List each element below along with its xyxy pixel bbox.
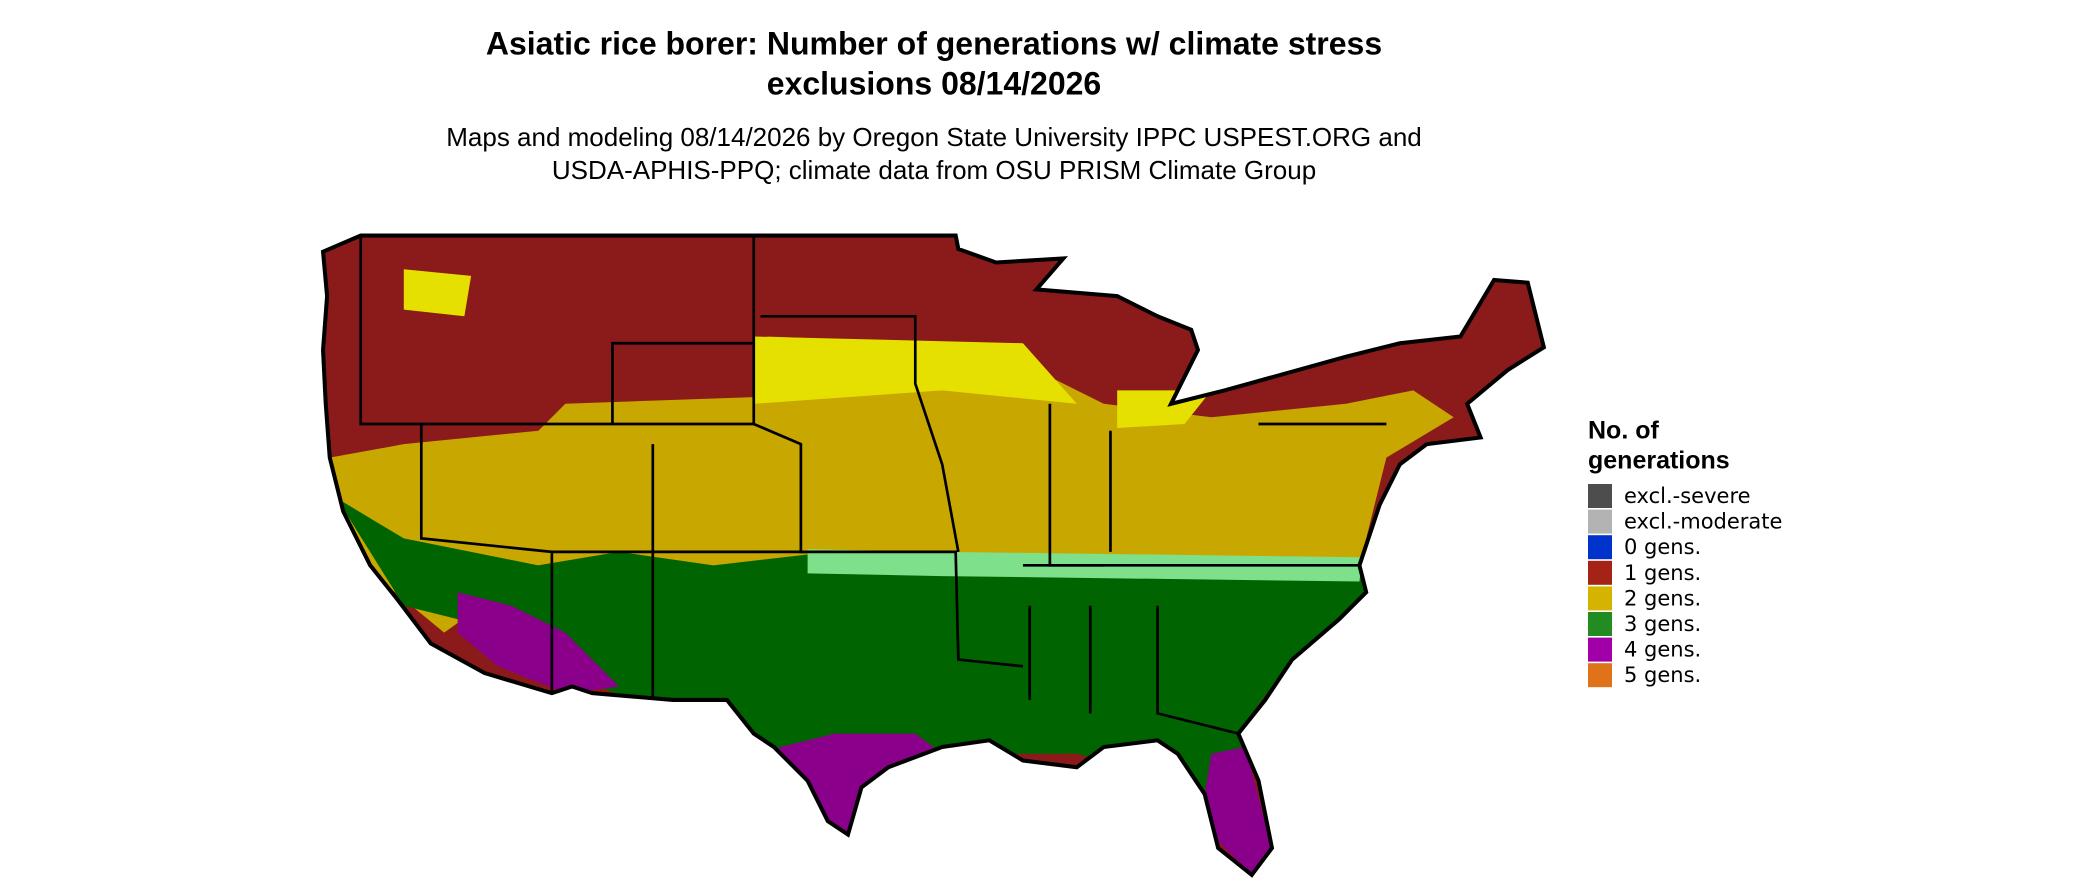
legend-label: excl.-severe [1624,484,1751,508]
legend-swatch [1588,509,1612,534]
legend-title: generations [1588,447,1730,475]
legend-swatch [1588,637,1612,662]
legend-swatch [1588,560,1612,585]
legend-swatch [1588,663,1612,688]
legend-label: 2 gens. [1624,586,1701,610]
legend-swatch [1588,484,1612,508]
subtitle: Maps and modeling 08/14/2026 by Oregon S… [446,122,1422,152]
legend-title: No. of [1588,417,1659,445]
legend-swatch [1588,535,1612,560]
title: exclusions 08/14/2026 [767,65,1101,101]
legend-label: 1 gens. [1624,561,1701,585]
legend-swatch [1588,612,1612,636]
legend-label: 4 gens. [1624,638,1701,662]
title: Asiatic rice borer: Number of generation… [486,25,1382,61]
map [310,222,1562,892]
legend-label: 0 gens. [1624,535,1701,559]
legend-label: excl.-moderate [1624,510,1782,534]
subtitle: USDA-APHIS-PPQ; climate data from OSU PR… [552,155,1316,185]
legend-label: 5 gens. [1624,663,1701,687]
legend-label: 3 gens. [1624,612,1701,636]
legend-swatch [1588,586,1612,611]
